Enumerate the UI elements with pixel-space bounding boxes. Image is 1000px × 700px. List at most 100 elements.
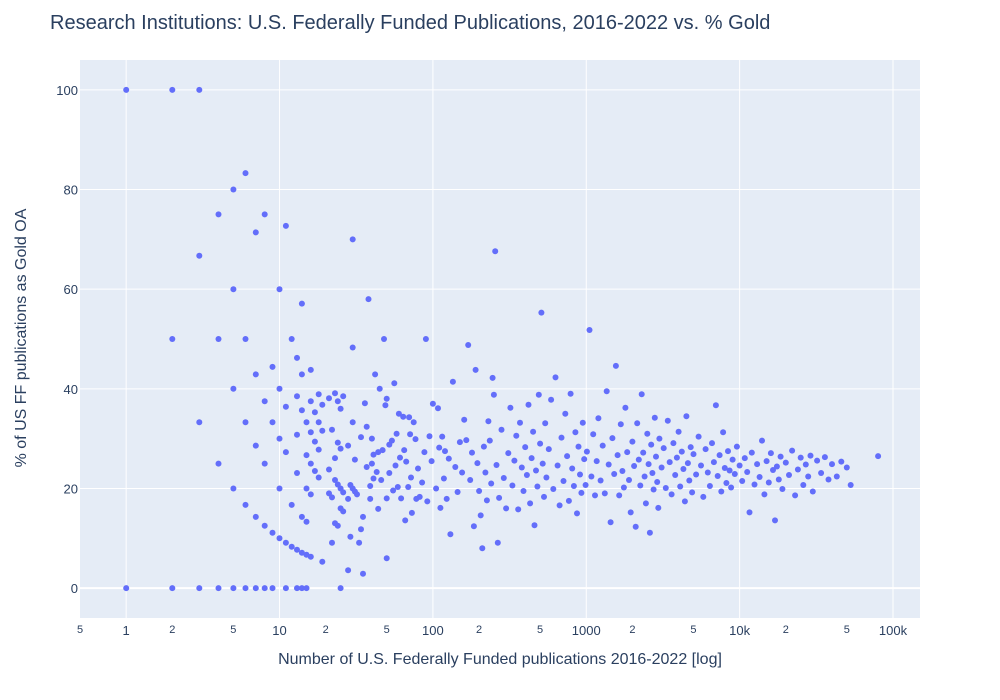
data-point: [624, 449, 631, 456]
data-point: [638, 391, 645, 398]
data-point: [276, 435, 283, 442]
data-point: [773, 463, 780, 470]
x-tick-label: 100: [422, 623, 444, 638]
data-point: [658, 464, 665, 471]
data-point: [449, 378, 456, 385]
data-point: [522, 444, 529, 451]
x-axis-title: Number of U.S. Federally Funded publicat…: [278, 651, 722, 668]
data-point: [681, 498, 688, 505]
data-point: [215, 460, 222, 467]
data-point: [407, 431, 414, 438]
data-point: [603, 388, 610, 395]
data-point: [442, 448, 448, 455]
data-point: [579, 419, 586, 426]
data-point: [770, 467, 776, 473]
data-point: [537, 440, 544, 447]
data-point: [282, 403, 289, 410]
data-point: [646, 529, 653, 536]
data-point: [786, 472, 792, 478]
data-point: [649, 470, 656, 476]
data-point: [534, 483, 541, 490]
data-point: [733, 443, 740, 450]
x-minor-tick-label: 2: [323, 624, 329, 636]
chart-title: Research Institutions: U.S. Federally Fu…: [50, 12, 770, 34]
data-point: [670, 440, 677, 447]
data-point: [593, 458, 600, 465]
data-point: [294, 470, 300, 476]
data-point: [215, 585, 222, 592]
y-axis-ticks: 0 20 40 60 80 100: [56, 83, 78, 596]
data-point: [725, 448, 731, 455]
data-point: [748, 449, 755, 456]
data-point: [242, 336, 249, 342]
x-minor-tick-label: 2: [629, 624, 635, 636]
data-point: [390, 487, 397, 494]
data-point: [421, 449, 428, 456]
data-point: [672, 472, 679, 478]
data-point: [303, 452, 310, 459]
data-point: [349, 344, 356, 351]
data-point: [642, 500, 649, 507]
data-point: [763, 458, 770, 465]
data-point: [269, 585, 276, 592]
data-point: [288, 336, 295, 342]
data-point: [351, 456, 358, 463]
data-point: [307, 460, 314, 467]
data-point: [315, 474, 322, 481]
data-point: [405, 484, 412, 490]
data-point: [461, 416, 468, 423]
data-point: [329, 494, 335, 501]
data-point: [731, 471, 738, 477]
data-point: [567, 390, 574, 397]
data-point: [311, 409, 318, 416]
x-minor-tick-label: 5: [844, 624, 850, 636]
data-point: [252, 229, 259, 236]
data-point: [294, 546, 300, 553]
data-point: [288, 543, 295, 550]
data-point: [807, 452, 814, 459]
data-point: [463, 437, 470, 444]
data-point: [358, 434, 364, 441]
data-point: [326, 395, 332, 402]
data-point: [570, 483, 577, 489]
data-point: [433, 485, 440, 492]
data-point: [383, 395, 390, 402]
data-point: [678, 448, 685, 455]
data-point: [493, 462, 500, 468]
data-point: [269, 363, 276, 370]
data-point: [269, 419, 276, 426]
data-point: [242, 585, 249, 592]
data-point: [319, 401, 326, 408]
data-point: [704, 469, 711, 476]
x-minor-tick-label: 2: [476, 624, 482, 636]
data-point: [550, 486, 557, 492]
data-point: [386, 470, 393, 476]
data-point: [622, 404, 629, 411]
data-point: [605, 461, 612, 468]
data-point: [356, 539, 363, 546]
x-axis-ticks: 1 10 100 1000 10k 100k 5 2 5 2 5 2 5 2 5 2 5: [77, 623, 908, 638]
data-point: [498, 426, 505, 433]
data-point: [261, 460, 268, 467]
data-point: [809, 488, 816, 495]
data-point: [169, 86, 176, 93]
data-point: [367, 495, 374, 502]
data-point: [276, 286, 283, 293]
data-point: [789, 447, 796, 454]
data-point: [706, 483, 713, 489]
data-point: [315, 391, 322, 398]
data-point: [298, 513, 305, 520]
x-minor-tick-label: 5: [77, 624, 83, 636]
data-point: [794, 466, 801, 473]
data-point: [334, 439, 341, 446]
data-point: [494, 539, 501, 546]
data-point: [401, 447, 408, 454]
data-point: [169, 336, 176, 342]
data-point: [326, 466, 332, 473]
data-point: [518, 464, 525, 471]
data-point: [673, 454, 680, 461]
x-minor-tick-label: 5: [690, 624, 696, 636]
data-point: [242, 170, 249, 177]
data-point: [668, 491, 675, 498]
data-point: [721, 465, 728, 471]
